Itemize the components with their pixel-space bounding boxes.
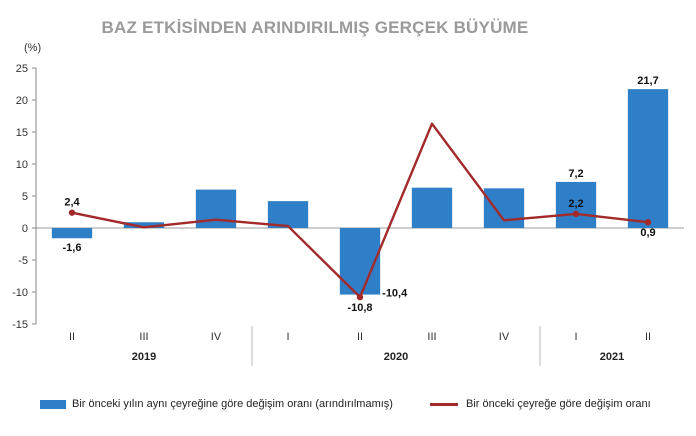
y-tick-label: 0 [22,223,28,235]
y-tick-label: 25 [16,63,28,75]
y-tick-label: -10 [12,287,28,299]
bar [123,222,165,228]
chart-title: BAZ ETKİSİNDEN ARINDIRILMIŞ GERÇEK BÜYÜM… [101,18,529,37]
bar [627,89,669,229]
line-data-label: 0,9 [640,227,655,239]
bar [51,228,93,239]
year-label: 2020 [384,351,408,363]
y-tick-label: -5 [18,255,28,267]
x-tick-label: III [139,331,148,343]
y-tick-label: -15 [12,319,28,331]
legend-bar-label: Bir önceki yılın aynı çeyreğine göre değ… [72,398,393,410]
x-tick-label: IV [499,331,510,343]
y-tick-label: 15 [16,127,28,139]
line-point [356,293,364,301]
bar-data-label: 7,2 [568,168,583,180]
y-axis-unit: (%) [24,42,42,54]
legend-line-label: Bir önceki çeyreğe göre değişim oranı [466,398,651,410]
x-tick-label: III [427,331,436,343]
legend: Bir önceki yılın aynı çeyreğine göre değ… [0,398,696,420]
bar-data-label: -1,6 [63,242,82,254]
x-tick-label: I [286,331,289,343]
legend-line-swatch [430,402,458,406]
x-tick-label: I [574,331,577,343]
bar [411,187,453,228]
line-data-label: 2,4 [64,197,80,209]
x-tick-label: IV [211,331,222,343]
year-label: 2021 [600,351,624,363]
bar-data-label: 21,7 [637,75,658,87]
legend-item-line: Bir önceki çeyreğe göre değişim oranı [430,398,651,410]
bar-data-label: -10,4 [382,288,408,300]
bar [267,201,309,228]
x-tick-label: II [357,331,363,343]
x-tick-label: II [69,331,75,343]
legend-item-bar: Bir önceki yılın aynı çeyreğine göre değ… [40,398,393,410]
y-tick-label: 5 [22,191,28,203]
x-tick-label: II [645,331,651,343]
bar [483,188,525,228]
line-data-label: 2,2 [568,198,583,210]
line-point [572,210,580,218]
y-tick-label: 10 [16,159,28,171]
legend-bar-swatch [40,399,66,409]
bar [555,181,597,228]
line-point [644,219,652,226]
year-label: 2019 [132,351,156,363]
y-tick-label: 20 [16,95,28,107]
line-data-label: -10,8 [347,302,372,314]
line-point [68,209,76,216]
